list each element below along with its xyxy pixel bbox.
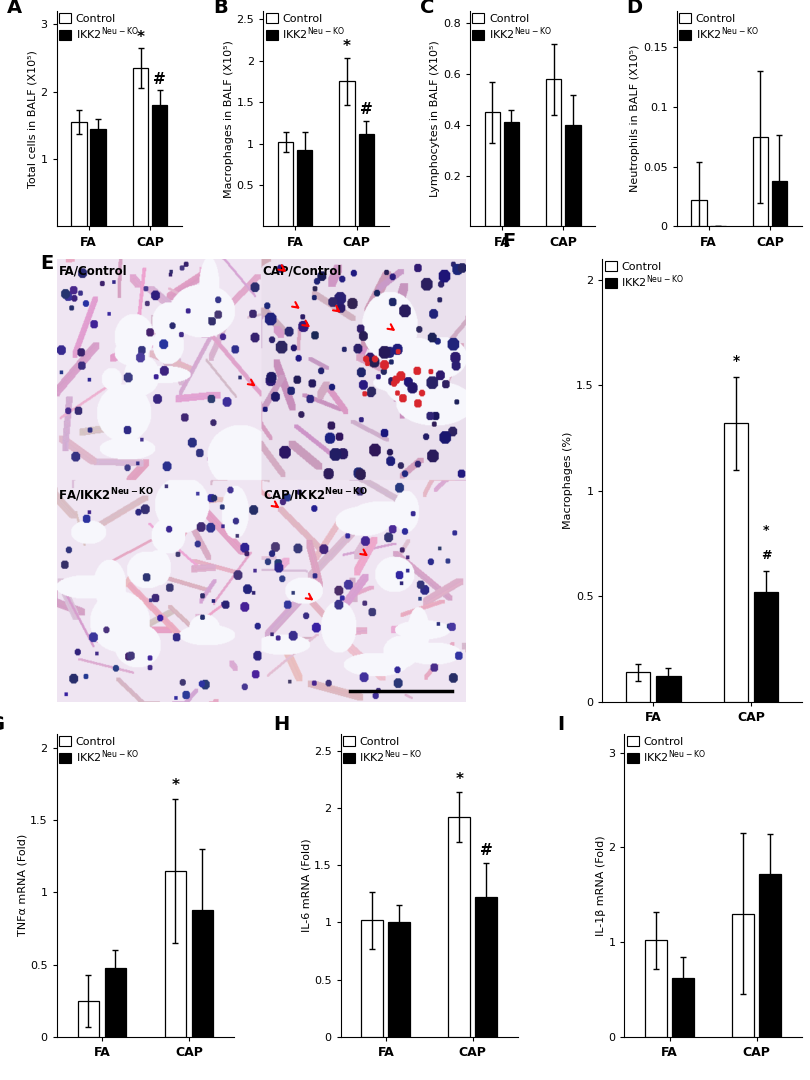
- Bar: [626, 672, 650, 702]
- Bar: [151, 105, 167, 227]
- Y-axis label: Neutrophils in BALF (X10⁵): Neutrophils in BALF (X10⁵): [630, 45, 640, 192]
- Text: C: C: [420, 0, 434, 17]
- Legend: Control, IKK2$\mathregular{^{Neu-KO}}$: Control, IKK2$\mathregular{^{Neu-KO}}$: [58, 12, 139, 43]
- Text: A: A: [6, 0, 22, 17]
- Bar: [546, 79, 561, 227]
- Text: #: #: [360, 102, 373, 117]
- Bar: [723, 423, 748, 702]
- Y-axis label: IL-1β mRNA (Fold): IL-1β mRNA (Fold): [595, 835, 606, 935]
- Y-axis label: Total cells in BALF (X10⁵): Total cells in BALF (X10⁵): [28, 50, 38, 188]
- Bar: [475, 897, 497, 1037]
- Bar: [646, 941, 667, 1037]
- Text: *: *: [455, 772, 463, 787]
- Text: #: #: [153, 72, 166, 87]
- Y-axis label: Lymphocytes in BALF (X10⁵): Lymphocytes in BALF (X10⁵): [430, 40, 441, 197]
- Text: D: D: [627, 0, 642, 17]
- Bar: [91, 129, 106, 227]
- Bar: [339, 81, 355, 227]
- Bar: [78, 1001, 100, 1037]
- Legend: Control, IKK2$\mathregular{^{Neu-KO}}$: Control, IKK2$\mathregular{^{Neu-KO}}$: [264, 12, 346, 43]
- Text: *: *: [137, 29, 144, 44]
- Bar: [754, 592, 778, 702]
- Text: FA/IKK2$\mathregular{^{Neu-KO}}$: FA/IKK2$\mathregular{^{Neu-KO}}$: [58, 486, 154, 504]
- Text: *: *: [732, 354, 740, 368]
- Bar: [71, 122, 87, 227]
- Legend: Control, IKK2$\mathregular{^{Neu-KO}}$: Control, IKK2$\mathregular{^{Neu-KO}}$: [471, 12, 553, 43]
- Bar: [278, 141, 293, 227]
- Bar: [297, 150, 313, 227]
- Legend: Control, IKK2$\mathregular{^{Neu-KO}}$: Control, IKK2$\mathregular{^{Neu-KO}}$: [625, 734, 707, 766]
- Bar: [449, 818, 470, 1037]
- Bar: [772, 181, 787, 227]
- Bar: [565, 125, 581, 227]
- Bar: [672, 978, 694, 1037]
- Legend: Control, IKK2$\mathregular{^{Neu-KO}}$: Control, IKK2$\mathregular{^{Neu-KO}}$: [342, 734, 424, 766]
- Text: CAP/Control: CAP/Control: [262, 265, 342, 278]
- Text: CAP/IKK2$\mathregular{^{Neu-KO}}$: CAP/IKK2$\mathregular{^{Neu-KO}}$: [262, 486, 368, 504]
- Text: *: *: [172, 778, 180, 793]
- Text: B: B: [213, 0, 228, 17]
- Text: FA/Control: FA/Control: [58, 265, 127, 278]
- Bar: [164, 870, 186, 1037]
- Text: I: I: [557, 715, 565, 734]
- Y-axis label: TNFα mRNA (Fold): TNFα mRNA (Fold): [17, 834, 28, 936]
- Bar: [504, 122, 519, 227]
- Text: G: G: [0, 715, 6, 734]
- Bar: [104, 968, 126, 1037]
- Bar: [692, 200, 707, 227]
- Text: *: *: [763, 524, 770, 537]
- Legend: Control, IKK2$\mathregular{^{Neu-KO}}$: Control, IKK2$\mathregular{^{Neu-KO}}$: [678, 12, 760, 43]
- Legend: Control, IKK2$\mathregular{^{Neu-KO}}$: Control, IKK2$\mathregular{^{Neu-KO}}$: [58, 734, 139, 766]
- Bar: [656, 676, 680, 702]
- Y-axis label: Macrophages (%): Macrophages (%): [563, 431, 573, 529]
- Text: #: #: [480, 843, 492, 859]
- Bar: [389, 922, 410, 1037]
- Bar: [752, 137, 768, 227]
- Bar: [732, 914, 754, 1037]
- Text: F: F: [503, 232, 516, 251]
- Y-axis label: Macrophages in BALF (X10⁵): Macrophages in BALF (X10⁵): [224, 40, 234, 198]
- Bar: [759, 874, 781, 1037]
- Bar: [484, 112, 500, 227]
- Bar: [133, 68, 148, 227]
- Bar: [191, 909, 213, 1037]
- Bar: [359, 134, 374, 227]
- Legend: Control, IKK2$\mathregular{^{Neu-KO}}$: Control, IKK2$\mathregular{^{Neu-KO}}$: [603, 259, 685, 291]
- Text: #: #: [761, 550, 771, 563]
- Text: E: E: [40, 254, 53, 273]
- Text: H: H: [273, 715, 289, 734]
- Text: *: *: [343, 39, 352, 54]
- Bar: [361, 920, 383, 1037]
- Y-axis label: IL-6 mRNA (Fold): IL-6 mRNA (Fold): [301, 838, 311, 932]
